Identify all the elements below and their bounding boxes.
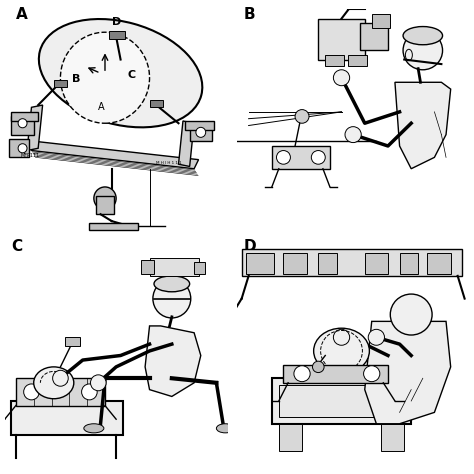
Text: D: D — [112, 18, 121, 27]
Circle shape — [311, 151, 325, 164]
Circle shape — [333, 329, 350, 345]
Ellipse shape — [84, 424, 104, 433]
Polygon shape — [365, 321, 451, 424]
Bar — [365, 253, 388, 273]
Circle shape — [294, 366, 310, 382]
Polygon shape — [145, 326, 201, 396]
Circle shape — [403, 31, 443, 70]
Text: C: C — [127, 70, 136, 80]
Ellipse shape — [34, 367, 74, 399]
Bar — [319, 253, 337, 273]
Bar — [400, 253, 418, 273]
Bar — [381, 424, 404, 451]
Ellipse shape — [154, 276, 190, 292]
Bar — [372, 14, 390, 27]
Bar — [194, 262, 205, 273]
Bar — [319, 18, 365, 60]
Bar — [348, 55, 367, 66]
Bar — [65, 337, 81, 346]
Circle shape — [196, 128, 206, 137]
Text: B: B — [72, 74, 80, 84]
Bar — [190, 123, 212, 141]
Circle shape — [295, 109, 309, 123]
Bar — [272, 146, 330, 169]
Bar — [283, 365, 388, 383]
Circle shape — [345, 127, 361, 143]
Circle shape — [368, 329, 384, 345]
Circle shape — [276, 151, 291, 164]
Ellipse shape — [403, 27, 443, 45]
Bar — [109, 31, 125, 39]
Text: C: C — [11, 239, 23, 254]
Circle shape — [24, 384, 39, 400]
Bar — [11, 401, 123, 435]
Circle shape — [153, 279, 191, 318]
Ellipse shape — [216, 424, 234, 433]
Bar — [272, 378, 411, 424]
Bar — [185, 121, 214, 130]
Circle shape — [82, 384, 97, 400]
Bar — [360, 23, 388, 50]
Bar — [279, 385, 404, 417]
Bar — [246, 253, 274, 273]
Circle shape — [390, 294, 432, 335]
Circle shape — [18, 118, 27, 128]
Text: B: B — [244, 7, 255, 22]
Circle shape — [18, 144, 27, 153]
Polygon shape — [395, 82, 451, 169]
Polygon shape — [27, 105, 43, 151]
Bar — [141, 260, 154, 273]
Bar — [11, 112, 38, 121]
Polygon shape — [179, 121, 194, 166]
Bar — [9, 139, 29, 157]
Circle shape — [91, 375, 106, 391]
Bar — [325, 55, 344, 66]
Circle shape — [60, 32, 149, 123]
Bar — [96, 196, 114, 214]
Bar — [54, 80, 67, 87]
Ellipse shape — [314, 328, 369, 374]
Bar — [242, 248, 462, 276]
Text: A: A — [16, 7, 27, 22]
Ellipse shape — [39, 19, 202, 128]
Bar — [11, 117, 34, 135]
Text: M H I H 1 1 1: M H I H 1 1 1 — [156, 161, 182, 165]
Text: A: A — [98, 101, 105, 111]
Circle shape — [94, 187, 116, 210]
Bar — [90, 223, 138, 230]
Text: MFP111: MFP111 — [20, 154, 40, 158]
Text: D: D — [244, 239, 256, 254]
Ellipse shape — [405, 49, 412, 61]
Bar — [283, 253, 307, 273]
Bar — [149, 258, 199, 276]
Circle shape — [333, 70, 350, 86]
Circle shape — [312, 361, 324, 373]
Polygon shape — [31, 141, 199, 169]
Bar — [279, 424, 302, 451]
Circle shape — [364, 366, 380, 382]
Bar — [428, 253, 451, 273]
Bar — [16, 378, 105, 406]
Bar — [149, 100, 163, 107]
Circle shape — [53, 370, 68, 386]
